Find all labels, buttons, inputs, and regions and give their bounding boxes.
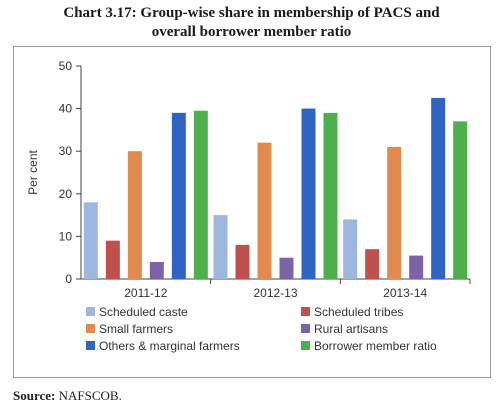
bar-3-2013-14: [387, 146, 402, 279]
x-tick-label: 2012-13: [253, 286, 297, 300]
legend-swatch: [301, 341, 310, 350]
source-note: Source: NAFSCOB.: [13, 388, 122, 404]
chart-title: Chart 3.17: Group-wise share in membersh…: [0, 4, 503, 42]
bar-3-2011-12: [127, 151, 142, 279]
legend-swatch: [86, 324, 95, 333]
bar-1-2012-13: [213, 215, 228, 279]
source-label: Source:: [13, 388, 56, 403]
bar-2-2011-12: [105, 240, 120, 279]
y-tick-label: 0: [65, 272, 72, 286]
y-axis-label: Per cent: [26, 149, 40, 194]
legend-label: Borrower member ratio: [314, 339, 437, 353]
chart-title-line-2: overall borrower member ratio: [151, 24, 352, 40]
bar-5-2012-13: [301, 108, 316, 279]
bar-2-2013-14: [365, 249, 380, 279]
x-tick-label: 2011-12: [124, 286, 167, 300]
legend-label: Scheduled caste: [99, 305, 188, 319]
bar-3-2012-13: [257, 142, 272, 279]
bar-6-2013-14: [453, 121, 468, 279]
chart-title-line-1: Chart 3.17: Group-wise share in membersh…: [63, 5, 440, 21]
legend-label: Others & marginal farmers: [99, 339, 240, 353]
legend-swatch: [86, 341, 95, 350]
legend-swatch: [301, 307, 310, 316]
bar-6-2011-12: [193, 110, 208, 279]
y-tick-label: 30: [59, 144, 73, 158]
legend-label: Scheduled tribes: [314, 305, 403, 319]
bar-4-2011-12: [149, 261, 164, 279]
y-tick-label: 40: [59, 102, 73, 116]
bar-2-2012-13: [235, 244, 250, 279]
legend-label: Small farmers: [99, 322, 173, 336]
legend-swatch: [301, 324, 310, 333]
legend-swatch: [86, 307, 95, 316]
x-tick-label: 2013-14: [383, 286, 427, 300]
bar-6-2012-13: [323, 112, 338, 279]
legend-label: Rural artisans: [314, 322, 388, 336]
y-tick-label: 20: [59, 187, 73, 201]
bar-1-2013-14: [343, 219, 358, 279]
bar-4-2012-13: [279, 257, 294, 279]
y-tick-label: 50: [59, 59, 73, 73]
source-text: NAFSCOB.: [55, 388, 122, 403]
bar-5-2011-12: [171, 112, 186, 279]
y-tick-label: 10: [59, 229, 73, 243]
bar-5-2013-14: [431, 97, 446, 279]
bar-4-2013-14: [409, 255, 424, 279]
bar-1-2011-12: [83, 202, 98, 279]
